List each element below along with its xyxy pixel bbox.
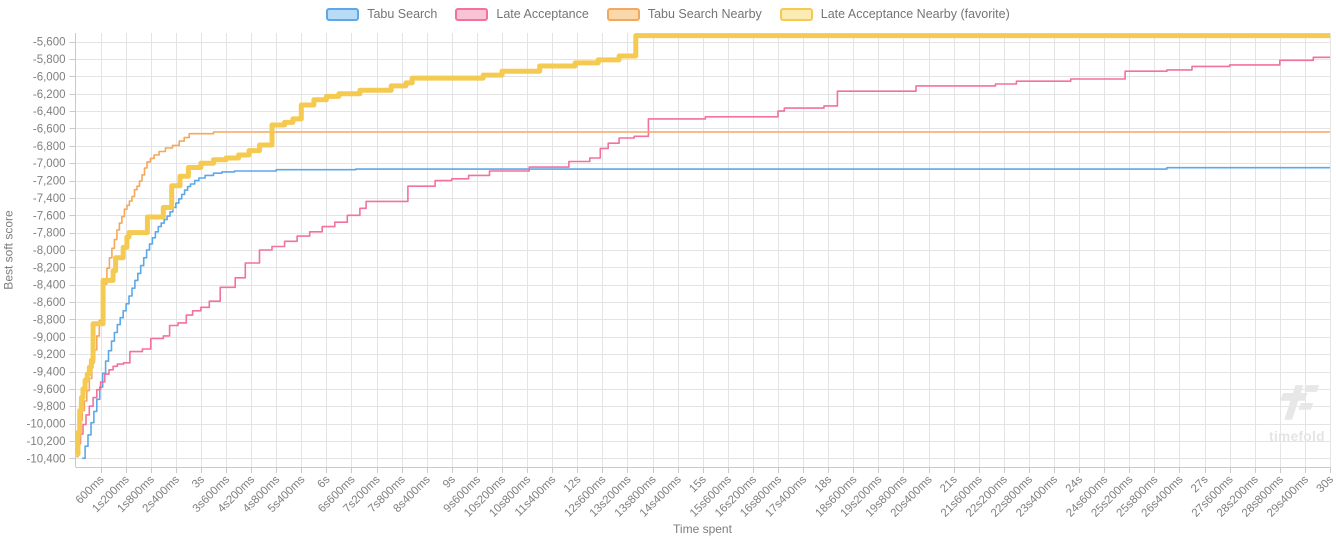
legend-swatch-icon — [455, 7, 489, 21]
svg-text:-9,600: -9,600 — [33, 384, 66, 396]
svg-text:-7,400: -7,400 — [33, 193, 66, 205]
svg-text:-6,400: -6,400 — [33, 106, 66, 118]
legend-label: Late Acceptance Nearby (favorite) — [820, 7, 1010, 21]
svg-text:3s: 3s — [190, 473, 207, 490]
svg-text:-8,600: -8,600 — [33, 297, 66, 309]
legend-label: Tabu Search Nearby — [647, 7, 762, 21]
svg-text:-9,200: -9,200 — [33, 349, 66, 361]
timefold-logo-icon — [1280, 385, 1319, 420]
legend-label: Late Acceptance — [496, 7, 589, 21]
series-line-late-acceptance-nearby-favorite — [75, 33, 1330, 457]
svg-text:-6,800: -6,800 — [33, 141, 66, 153]
series-line-late-acceptance — [76, 56, 1330, 455]
chart-legend: Tabu Search Late Acceptance Tabu Search Ne… — [0, 7, 1336, 21]
timefold-watermark-text: timefold — [1269, 429, 1325, 444]
legend-item-tabu-search[interactable]: Tabu Search — [326, 7, 437, 21]
svg-text:-8,800: -8,800 — [33, 314, 66, 326]
legend-swatch-icon — [326, 7, 360, 21]
svg-text:-6,000: -6,000 — [33, 71, 66, 83]
series-line-tabu-search — [82, 166, 1330, 460]
svg-text:-5,600: -5,600 — [33, 37, 66, 49]
legend-item-late-acceptance-nearby-favorite[interactable]: Late Acceptance Nearby (favorite) — [779, 7, 1010, 21]
svg-text:-7,800: -7,800 — [33, 228, 66, 240]
svg-text:-9,800: -9,800 — [33, 401, 66, 413]
y-axis-title: Best soft score — [0, 33, 17, 467]
series-line-tabu-search-nearby — [76, 131, 1330, 458]
legend-label: Tabu Search — [367, 7, 438, 21]
svg-text:-10,400: -10,400 — [26, 453, 65, 465]
svg-text:6s: 6s — [315, 473, 332, 490]
svg-text:9s: 9s — [441, 473, 458, 490]
y-axis-title-text: Best soft score — [1, 210, 16, 290]
legend-item-late-acceptance[interactable]: Late Acceptance — [455, 7, 589, 21]
svg-text:-7,200: -7,200 — [33, 176, 66, 188]
svg-text:-8,200: -8,200 — [33, 262, 66, 274]
legend-swatch-icon — [606, 7, 640, 21]
svg-text:-5,800: -5,800 — [33, 54, 66, 66]
gridlines — [75, 33, 1331, 467]
x-axis-title: Time spent — [673, 522, 732, 536]
timefold-watermark: timefold — [1260, 384, 1334, 444]
svg-text:-7,600: -7,600 — [33, 210, 66, 222]
svg-text:-10,000: -10,000 — [26, 419, 65, 431]
y-tick-labels: -5,600 -5,800 -6,000 -6,200 -6,400 -6,600 -6,8… — [26, 37, 65, 466]
svg-text:-6,200: -6,200 — [33, 89, 66, 101]
legend-item-tabu-search-nearby[interactable]: Tabu Search Nearby — [606, 7, 762, 21]
tick-marks — [69, 42, 1331, 473]
svg-text:-9,000: -9,000 — [33, 332, 66, 344]
svg-text:-7,000: -7,000 — [33, 158, 66, 170]
svg-text:-6,600: -6,600 — [33, 123, 66, 135]
svg-text:-9,400: -9,400 — [33, 367, 66, 379]
svg-text:-10,200: -10,200 — [26, 436, 65, 448]
svg-text:-8,000: -8,000 — [33, 245, 66, 257]
svg-text:30s: 30s — [1315, 473, 1336, 495]
svg-text:-8,400: -8,400 — [33, 280, 66, 292]
legend-swatch-icon — [779, 7, 813, 21]
